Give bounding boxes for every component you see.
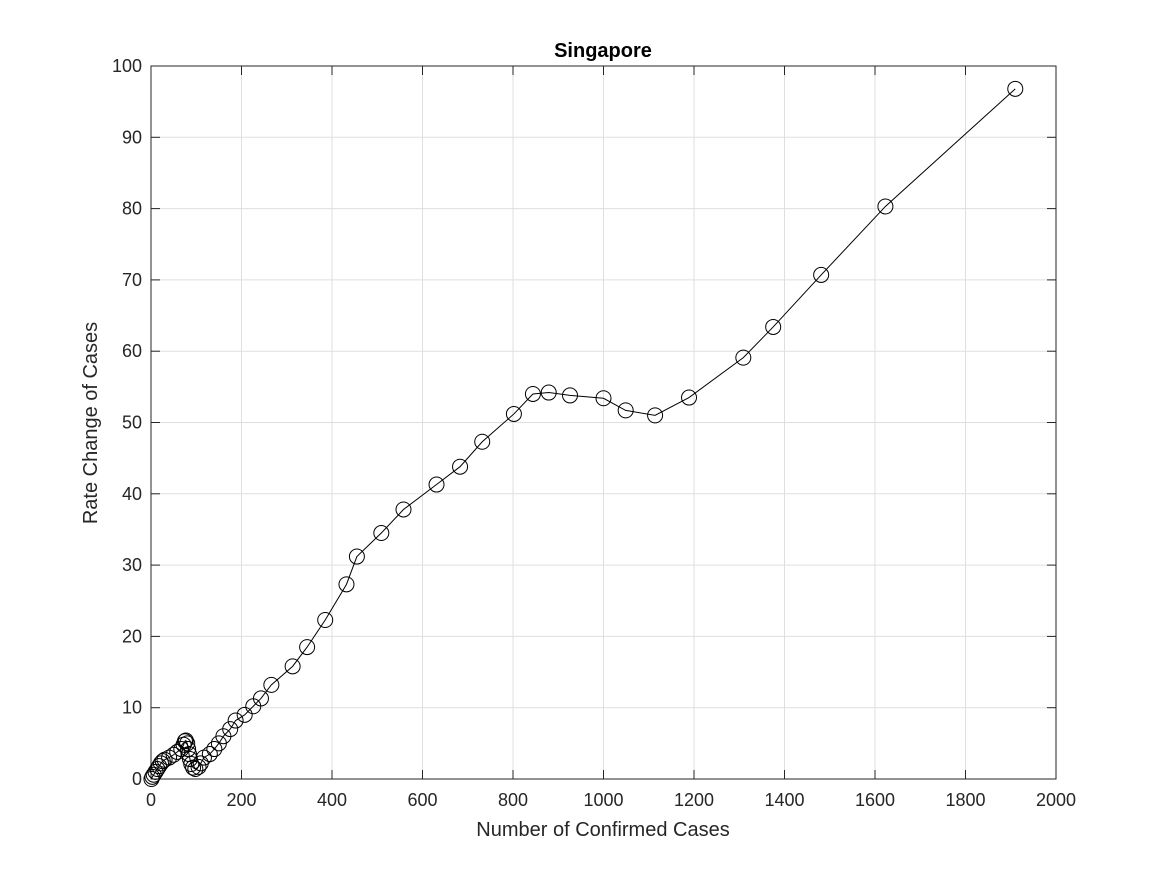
- data-point: [183, 756, 200, 773]
- data-point: [236, 706, 253, 723]
- x-tick-label: 1200: [674, 790, 714, 810]
- data-point: [474, 433, 491, 450]
- data-point: [317, 612, 334, 629]
- y-tick-label: 0: [132, 769, 142, 789]
- data-point: [338, 576, 355, 593]
- y-tick-label: 70: [122, 270, 142, 290]
- data-point: [681, 389, 698, 406]
- x-tick-label: 1800: [945, 790, 985, 810]
- data-point: [263, 676, 280, 693]
- data-point: [524, 385, 541, 402]
- data-point: [176, 733, 193, 750]
- tick-labels: 0 200 400 600 800 1000 1200 1400 1600 1800 2000 0 10…: [112, 56, 1076, 810]
- y-tick-label: 90: [122, 127, 142, 147]
- data-point: [206, 741, 223, 758]
- chart-title: Singapore: [554, 40, 652, 62]
- x-tick-label: 1000: [583, 790, 623, 810]
- y-tick-label: 30: [122, 555, 142, 575]
- x-tick-label: 1400: [764, 790, 804, 810]
- data-point: [395, 501, 412, 518]
- data-point: [152, 755, 169, 772]
- data-point: [177, 732, 194, 749]
- x-tick-label: 800: [498, 790, 528, 810]
- data-point: [180, 741, 197, 758]
- data-point: [877, 198, 894, 215]
- data-point: [505, 405, 522, 422]
- data-point: [190, 758, 207, 775]
- x-tick-label: 200: [226, 790, 256, 810]
- data-point: [813, 266, 830, 283]
- data-point: [187, 761, 204, 778]
- data-point: [595, 390, 612, 407]
- data-point: [617, 402, 634, 419]
- data-point: [222, 721, 239, 738]
- data-point: [299, 639, 316, 656]
- y-tick-label: 10: [122, 698, 142, 718]
- x-axis-label: Number of Confirmed Cases: [476, 819, 729, 841]
- grid-lines: [151, 66, 1056, 779]
- data-point: [179, 735, 196, 752]
- data-point: [151, 758, 168, 775]
- x-tick-label: 2000: [1036, 790, 1076, 810]
- data-point: [428, 476, 445, 493]
- data-point: [765, 318, 782, 335]
- x-tick-label: 600: [407, 790, 437, 810]
- x-tick-label: 0: [146, 790, 156, 810]
- y-tick-label: 50: [122, 413, 142, 433]
- x-tick-label: 1600: [855, 790, 895, 810]
- y-tick-label: 60: [122, 341, 142, 361]
- data-point: [452, 458, 469, 475]
- data-point: [252, 690, 269, 707]
- data-point: [1007, 80, 1024, 97]
- data-point: [145, 766, 162, 783]
- data-point: [227, 712, 244, 729]
- data-point: [540, 384, 557, 401]
- data-point: [373, 525, 390, 542]
- data-point: [201, 746, 218, 763]
- data-point: [284, 658, 301, 675]
- x-tick-label: 400: [317, 790, 347, 810]
- series-markers: [143, 80, 1024, 787]
- axis-ticks: [150, 65, 1057, 780]
- data-point: [562, 387, 579, 404]
- data-point: [173, 741, 190, 758]
- data-point: [348, 548, 365, 565]
- data-point: [161, 749, 178, 766]
- y-tick-label: 100: [112, 56, 142, 76]
- y-tick-label: 40: [122, 484, 142, 504]
- data-point: [735, 349, 752, 366]
- y-tick-label: 80: [122, 199, 142, 219]
- y-tick-label: 20: [122, 626, 142, 646]
- data-point: [647, 407, 664, 424]
- y-axis-label: Rate Change of Cases: [80, 322, 102, 524]
- data-point: [185, 759, 202, 776]
